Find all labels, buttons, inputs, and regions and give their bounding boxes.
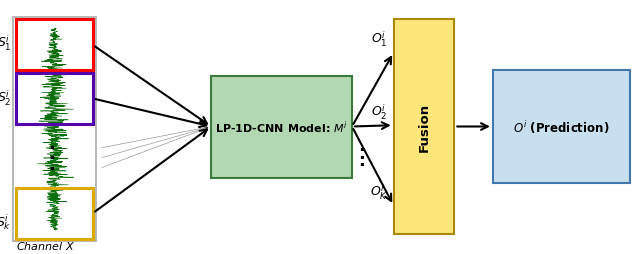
Text: Channel $X$: Channel $X$ (16, 240, 75, 251)
Text: $O_1^i$: $O_1^i$ (371, 30, 387, 49)
Text: LP-1D-CNN Model: $M^i$: LP-1D-CNN Model: $M^i$ (215, 119, 348, 135)
FancyBboxPatch shape (13, 18, 96, 241)
Text: ·: · (48, 160, 54, 178)
Text: Fusion: Fusion (417, 103, 431, 151)
FancyBboxPatch shape (493, 71, 630, 183)
Text: $S_k^i$: $S_k^i$ (0, 211, 12, 231)
FancyBboxPatch shape (394, 20, 454, 234)
Text: $O_K^i$: $O_K^i$ (370, 182, 388, 201)
Text: $O_2^i$: $O_2^i$ (371, 102, 387, 121)
Text: ·: · (48, 150, 54, 168)
Text: ·: · (358, 157, 365, 175)
Text: $S_2^i$: $S_2^i$ (0, 88, 12, 107)
FancyBboxPatch shape (211, 76, 352, 178)
Text: ·: · (48, 140, 54, 157)
Text: $S_1^i$: $S_1^i$ (0, 34, 12, 53)
Text: ·: · (358, 149, 365, 167)
Text: $O^i$ (Prediction): $O^i$ (Prediction) (513, 119, 610, 135)
Text: ·: · (358, 141, 365, 160)
